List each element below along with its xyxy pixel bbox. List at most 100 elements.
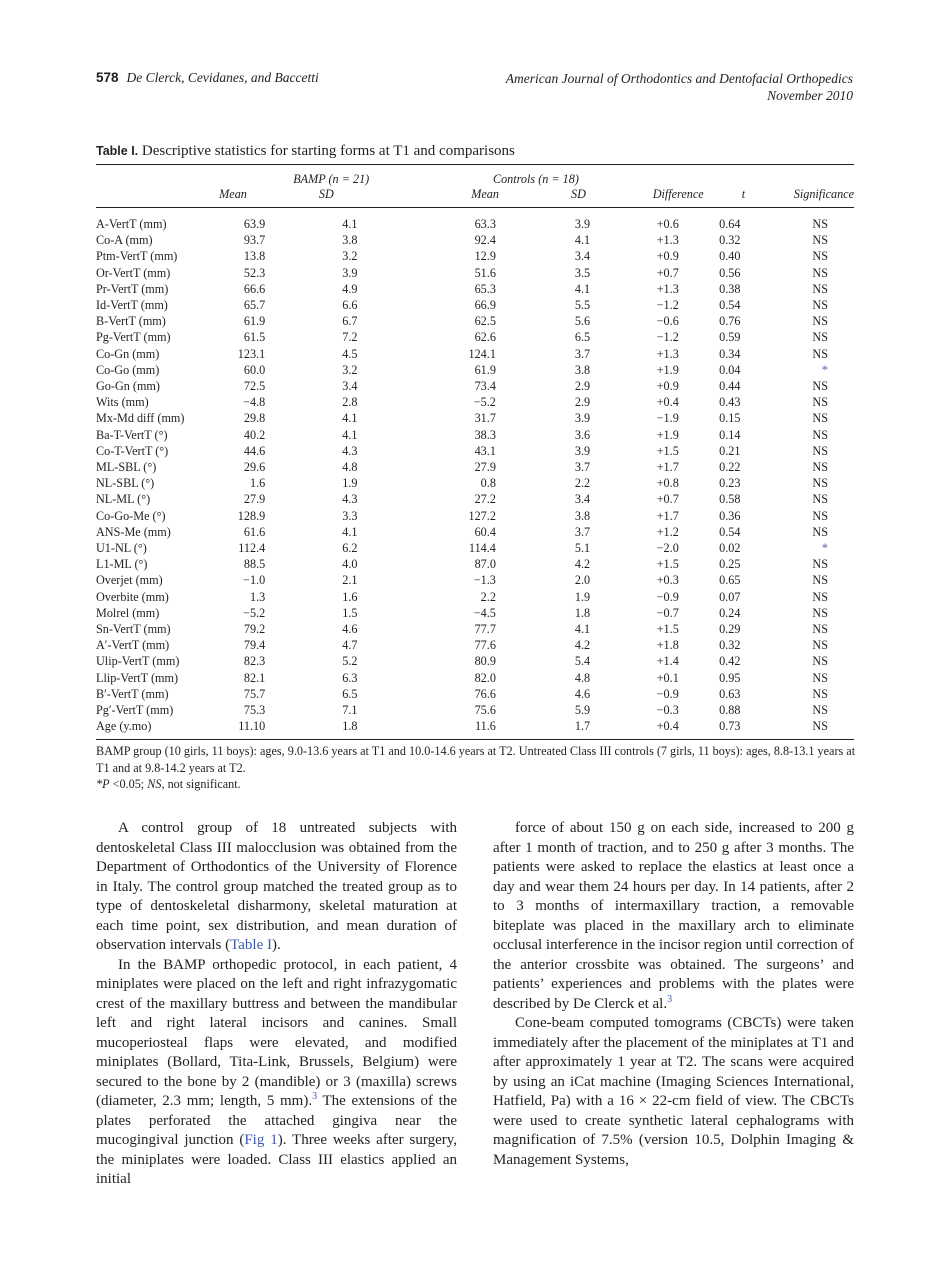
controls-sd: 3.4 [574, 492, 591, 507]
table-row: Ba-T-VertT (°) 40.2 4.1 38.3 3.6 +1.9 0.14 NS [96, 427, 854, 443]
controls-sd: 4.1 [574, 622, 591, 637]
bamp-sd: 4.9 [342, 281, 358, 296]
controls-mean: 62.5 [474, 314, 496, 329]
controls-sd: 4.2 [574, 638, 591, 653]
t-value: 0.07 [719, 589, 741, 604]
bamp-sd: 4.6 [342, 622, 358, 637]
row-label: Wits (mm) [96, 395, 149, 410]
bamp-sd: 4.1 [342, 524, 358, 539]
difference: +0.9 [656, 249, 679, 264]
table-row: Sn-VertT (mm) 79.2 4.6 77.7 4.1 +1.5 0.29 NS [96, 621, 854, 637]
significance: NS [812, 281, 828, 296]
row-label: Co-Go (mm) [96, 362, 160, 377]
difference: +0.9 [656, 379, 679, 394]
issue-date: November 2010 [767, 88, 853, 103]
ns-definition: , not significant. [161, 777, 241, 791]
bamp-sd: 3.9 [342, 265, 358, 280]
bamp-sd: 4.1 [342, 427, 358, 442]
bamp-mean: 63.9 [243, 217, 266, 231]
text-run: A control group of 18 untreated subjects… [96, 820, 457, 953]
bamp-sd: 4.0 [342, 557, 358, 572]
citation-link[interactable]: 3 [667, 993, 673, 1005]
authors: De Clerck, Cevidanes, and Baccetti [126, 70, 319, 85]
t-value: 0.14 [719, 427, 741, 442]
difference: −0.6 [656, 314, 679, 329]
column-header-t-value: t [741, 187, 746, 201]
difference: −1.2 [656, 298, 679, 313]
controls-mean: 31.7 [474, 411, 496, 426]
table-row: L1-ML (°) 88.5 4.0 87.0 4.2 +1.5 0.25 NS [96, 556, 854, 572]
table-row: Go-Gn (mm) 72.5 3.4 73.4 2.9 +0.9 0.44 NS [96, 378, 854, 394]
controls-sd: 3.4 [574, 249, 591, 264]
controls-sd: 6.5 [574, 330, 591, 345]
difference: +1.4 [656, 654, 679, 669]
controls-mean: 2.2 [480, 589, 496, 604]
row-label: A′-VertT (mm) [96, 638, 170, 653]
difference: −0.3 [656, 703, 679, 718]
t-value: 0.95 [719, 670, 741, 685]
controls-mean: 27.9 [474, 460, 496, 475]
controls-sd: 5.1 [574, 541, 591, 556]
bamp-mean: −1.0 [243, 573, 266, 588]
significance: NS [812, 670, 828, 685]
controls-mean: 73.4 [474, 379, 496, 394]
table-row: Pg′-VertT (mm) 75.3 7.1 75.6 5.9 −0.3 0.88 NS [96, 702, 854, 718]
table-row: A′-VertT (mm) 79.4 4.7 77.6 4.2 +1.8 0.32 NS [96, 637, 854, 653]
text-run: force of about 150 g on each side, incre… [493, 820, 854, 1012]
bamp-mean: 11.10 [238, 719, 266, 734]
bamp-sd: 4.1 [342, 411, 358, 426]
row-label: ANS-Me (mm) [96, 524, 171, 539]
bamp-sd: 1.6 [342, 589, 358, 604]
t-value: 0.65 [719, 573, 741, 588]
controls-sd: 1.9 [574, 589, 591, 604]
row-label: Id-VertT (mm) [96, 298, 168, 313]
paragraph: force of about 150 g on each side, incre… [493, 819, 854, 1014]
controls-mean: 66.9 [474, 298, 496, 313]
t-value: 0.64 [719, 217, 741, 231]
row-label: ML-SBL (°) [96, 460, 157, 475]
controls-mean: 124.1 [468, 346, 496, 361]
controls-sd: 3.9 [574, 411, 591, 426]
difference: −2.0 [656, 541, 679, 556]
text-run: ). [271, 937, 281, 953]
row-label: Co-A (mm) [96, 233, 153, 248]
controls-sd: 3.8 [574, 508, 591, 523]
difference: −0.9 [656, 589, 679, 604]
table-row: Pg-VertT (mm) 61.5 7.2 62.6 6.5 −1.2 0.59 NS [96, 329, 854, 345]
row-label: Co-Gn (mm) [96, 346, 160, 361]
significance: NS [812, 330, 828, 345]
controls-sd: 2.9 [574, 395, 591, 410]
controls-sd: 1.7 [574, 719, 591, 734]
significance: NS [812, 217, 828, 231]
bamp-mean: 123.1 [237, 346, 266, 361]
ns-abbr: NS [147, 777, 162, 791]
bamp-mean: 93.7 [243, 233, 266, 248]
table-title: Descriptive statistics for starting form… [141, 143, 515, 159]
bamp-mean: 29.8 [243, 411, 266, 426]
bamp-mean: 82.3 [243, 654, 266, 669]
table-row: Pr-VertT (mm) 66.6 4.9 65.3 4.1 +1.3 0.38 NS [96, 281, 854, 297]
bamp-mean: 82.1 [243, 670, 266, 685]
column-header-bamp-mean: Mean [219, 187, 247, 201]
cross-reference-link[interactable]: Table I [230, 937, 272, 953]
significance: NS [812, 573, 828, 588]
difference: +1.3 [656, 233, 679, 248]
row-label: Pg′-VertT (mm) [96, 703, 174, 718]
controls-mean: 43.1 [474, 443, 496, 458]
page-number: 578 [96, 70, 119, 85]
t-value: 0.32 [719, 233, 741, 248]
bamp-mean: 88.5 [243, 557, 266, 572]
cross-reference-link[interactable]: Fig 1 [244, 1132, 278, 1148]
significance: NS [812, 298, 828, 313]
controls-sd: 4.8 [574, 670, 591, 685]
bamp-sd: 2.1 [342, 573, 358, 588]
citation-link[interactable]: 3 [312, 1091, 318, 1102]
controls-sd: 4.1 [574, 233, 591, 248]
row-label: U1-NL (°) [96, 541, 147, 556]
table-row: ANS-Me (mm) 61.6 4.1 60.4 3.7 +1.2 0.54 NS [96, 524, 854, 540]
controls-sd: 3.7 [574, 524, 591, 539]
bamp-mean: 75.3 [243, 703, 266, 718]
bamp-sd: 3.2 [342, 249, 358, 264]
significance: NS [812, 379, 828, 394]
footnote-groups: BAMP group (10 girls, 11 boys): ages, 9.… [96, 744, 856, 775]
